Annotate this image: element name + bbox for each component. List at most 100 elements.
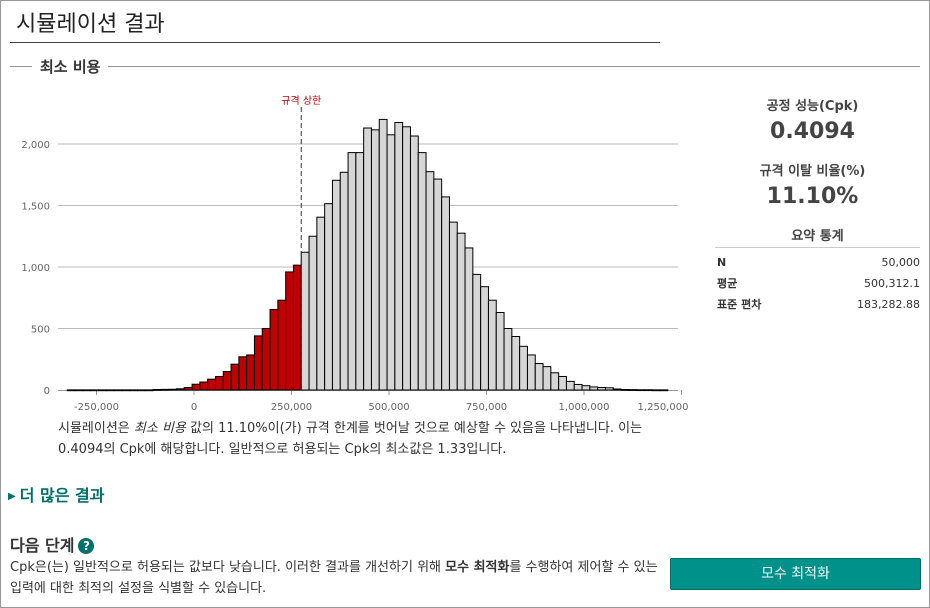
next-steps-title: 다음 단계: [10, 536, 75, 555]
histogram-bar: [628, 389, 638, 391]
stat-label: 평균: [717, 277, 738, 290]
histogram-bar: [589, 386, 599, 391]
stat-label: N: [717, 256, 727, 269]
histogram-bar: [347, 152, 357, 391]
histogram-bar-out-of-spec: [113, 389, 123, 392]
histogram-bar-out-of-spec: [168, 388, 177, 391]
histogram-bar: [433, 178, 443, 391]
histogram-bar-out-of-spec: [121, 389, 131, 392]
histogram-bar: [324, 203, 333, 391]
histogram-bar-out-of-spec: [207, 378, 216, 391]
histogram-bar: [550, 372, 560, 391]
histogram-bar: [643, 389, 653, 392]
y-tick-label: 2,000: [21, 140, 50, 151]
parameter-optimization-button[interactable]: 모수 최적화: [670, 558, 921, 590]
title-divider: [10, 42, 660, 43]
next-text-pre: Cpk은(는) 일반적으로 허용되는 값보다 낮습니다. 이러한 결과를 개선하…: [10, 560, 446, 575]
desc-post: 값의 11.10%이(가) 규격 한계를 벗어날 것으로 예상할 수 있음을 나…: [58, 421, 643, 457]
cpk-value: 0.4094: [770, 119, 855, 144]
histogram-bar-out-of-spec: [285, 271, 294, 391]
next-steps-text: Cpk은(는) 일반적으로 허용되는 값보다 낮습니다. 이러한 결과를 개선하…: [10, 557, 660, 599]
histogram-bar: [472, 273, 482, 391]
histogram-bar-out-of-spec: [253, 335, 263, 391]
histogram-bar: [402, 126, 411, 391]
histogram-bar: [620, 389, 630, 391]
next-steps-heading: 다음 단계?: [10, 532, 95, 556]
next-text-post: 를 수행하여 제어할 수 있는 입력에 대한 최적의 설정을 식별할 수 있습니…: [10, 560, 658, 596]
histogram-bar: [573, 383, 583, 391]
histogram-bar: [511, 335, 521, 391]
histogram-bar: [394, 121, 404, 391]
histogram-bar: [456, 232, 466, 391]
histogram-bar-out-of-spec: [183, 387, 193, 391]
x-tick-label: 250,000: [271, 402, 312, 413]
histogram-bar-out-of-spec: [246, 354, 255, 391]
histogram-bar: [503, 328, 513, 391]
stat-value: 500,312.1: [864, 277, 920, 290]
stat-label: 표준 편차: [717, 298, 762, 311]
histogram-bar: [495, 312, 505, 391]
more-results-toggle[interactable]: ▶ 더 많은 결과: [8, 482, 104, 506]
histogram-bar: [339, 171, 349, 391]
stat-value: 183,282.88: [857, 298, 920, 311]
histogram-bar: [612, 388, 622, 391]
cpk-label: 공정 성능(Cpk): [766, 99, 859, 114]
histogram-bar: [519, 345, 528, 391]
histogram-bar-out-of-spec: [129, 389, 138, 392]
histogram-bar-out-of-spec: [105, 389, 115, 392]
help-icon[interactable]: ?: [78, 538, 95, 554]
histogram-bar-out-of-spec: [277, 299, 287, 391]
histogram-bar-out-of-spec: [230, 363, 240, 391]
x-tick-label: -250,000: [74, 402, 119, 413]
oos-value: 11.10%: [766, 184, 859, 209]
histogram-bar: [331, 179, 341, 391]
histogram-bar-out-of-spec: [136, 389, 146, 392]
histogram-bar: [308, 235, 318, 391]
histogram-bar: [480, 286, 489, 391]
next-text-bold: 모수 최적화: [445, 560, 510, 575]
histogram-bar: [526, 354, 536, 391]
histogram-bar: [581, 385, 591, 391]
y-tick-label: 1,500: [21, 202, 50, 213]
histogram-bar: [636, 389, 645, 392]
page-title: 시뮬레이션 결과: [16, 12, 165, 37]
histogram-bar: [386, 134, 396, 391]
histogram-bar-out-of-spec: [66, 389, 76, 392]
x-tick-label: 500,000: [368, 402, 409, 413]
expand-triangle-icon: ▶: [8, 491, 16, 502]
oos-label: 규격 이탈 비율(%): [759, 164, 866, 179]
histogram-bar-out-of-spec: [82, 389, 92, 392]
histogram-bar: [487, 299, 497, 391]
section-divider: [10, 66, 920, 67]
histogram-bar-out-of-spec: [292, 264, 302, 391]
histogram-bar: [565, 380, 575, 391]
histogram-bar: [597, 387, 606, 391]
histogram-bar: [300, 251, 310, 391]
section-title: 최소 비용: [32, 56, 109, 77]
histogram-bar-out-of-spec: [261, 328, 271, 391]
histogram-bar: [542, 366, 552, 391]
x-tick-label: 1,250,000: [638, 402, 689, 413]
stat-row-n: N 50,000: [717, 252, 920, 273]
histogram-bar: [558, 375, 567, 391]
y-tick-label: 500: [31, 325, 50, 336]
x-tick-label: 750,000: [466, 402, 507, 413]
summary-panel: 공정 성능(Cpk) 0.4094 규격 이탈 비율(%) 11.10% 요약 …: [705, 95, 920, 315]
histogram-bar: [448, 221, 458, 391]
histogram-bar-out-of-spec: [160, 388, 170, 391]
histogram-bar-out-of-spec: [144, 389, 154, 392]
histogram-bar: [441, 196, 450, 391]
histogram-bar-out-of-spec: [152, 389, 162, 391]
x-tick-label: 1,000,000: [559, 402, 610, 413]
histogram-bar: [659, 389, 669, 392]
histogram-bar-out-of-spec: [222, 371, 232, 391]
histogram-bar: [604, 387, 614, 391]
histogram-bar: [316, 216, 326, 391]
histogram-bar-out-of-spec: [199, 381, 209, 391]
x-tick-label: 0: [191, 402, 197, 413]
histogram-bar: [370, 129, 380, 391]
y-tick-label: 0: [44, 386, 50, 397]
histogram-bar-out-of-spec: [97, 389, 107, 392]
histogram-bar: [534, 363, 544, 391]
histogram-bar-out-of-spec: [74, 389, 84, 392]
